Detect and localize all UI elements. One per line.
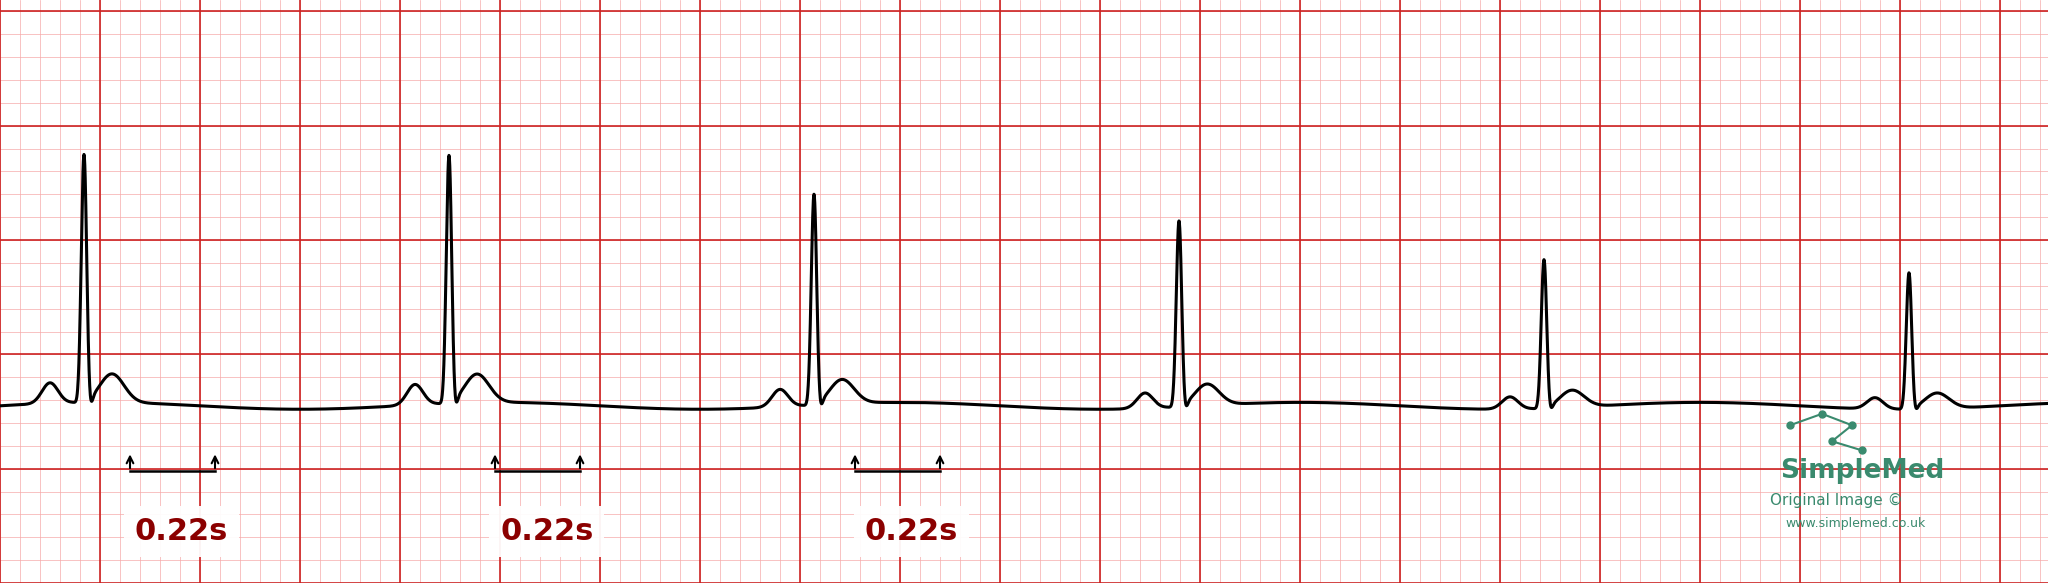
Text: 0.22s: 0.22s	[500, 517, 594, 546]
Text: 0.22s: 0.22s	[864, 517, 958, 546]
Text: Original Image ©: Original Image ©	[1769, 493, 1903, 508]
Text: 0.22s: 0.22s	[135, 517, 229, 546]
Text: www.simplemed.co.uk: www.simplemed.co.uk	[1786, 517, 1925, 530]
Text: SimpleMed: SimpleMed	[1780, 458, 1944, 484]
